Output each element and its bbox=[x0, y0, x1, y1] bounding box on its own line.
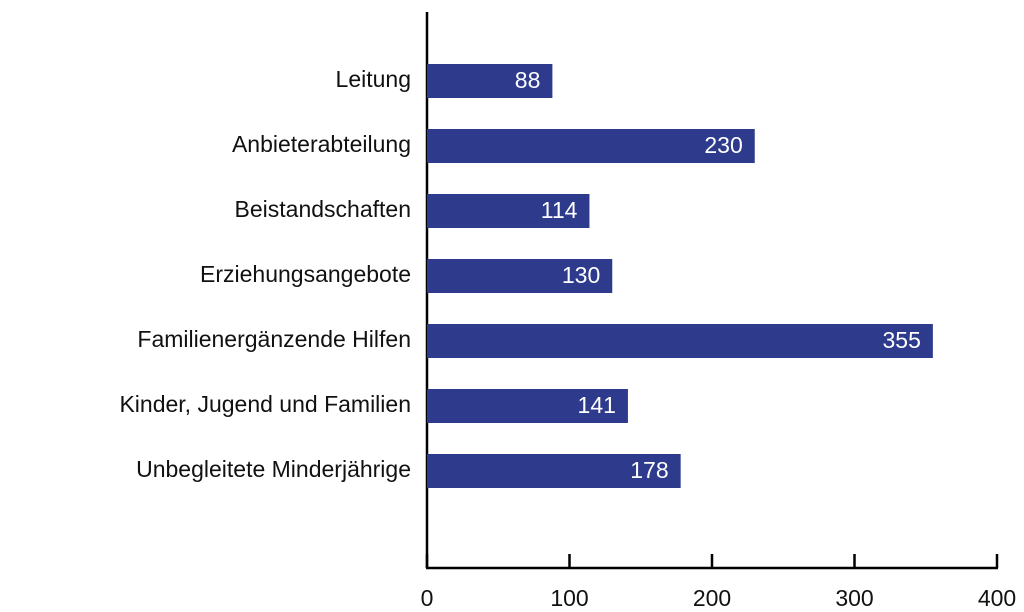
data-label: 141 bbox=[578, 392, 616, 418]
x-tick-label: 100 bbox=[550, 585, 588, 611]
data-label: 178 bbox=[630, 457, 668, 483]
y-tick-label: Anbieterabteilung bbox=[232, 131, 411, 157]
y-tick-label: Unbegleitete Minderjährige bbox=[136, 456, 411, 482]
y-tick-label: Kinder, Jugend und Familien bbox=[119, 391, 411, 417]
y-tick-label: Familienergänzende Hilfen bbox=[137, 326, 411, 352]
y-tick-label: Leitung bbox=[336, 66, 411, 92]
data-label: 355 bbox=[883, 327, 921, 353]
x-tick-label: 200 bbox=[693, 585, 731, 611]
x-tick-label: 0 bbox=[421, 585, 434, 611]
bar bbox=[427, 389, 628, 423]
y-tick-label: Erziehungsangebote bbox=[200, 261, 411, 287]
bar bbox=[427, 64, 553, 98]
bar bbox=[427, 324, 933, 358]
data-label: 230 bbox=[704, 132, 742, 158]
data-label: 88 bbox=[515, 67, 541, 93]
bar bbox=[427, 129, 755, 163]
x-tick-label: 400 bbox=[978, 585, 1016, 611]
data-label: 114 bbox=[541, 197, 578, 223]
data-label: 130 bbox=[562, 262, 600, 288]
y-tick-label: Beistandschaften bbox=[235, 196, 411, 222]
bar bbox=[427, 454, 681, 488]
bar bbox=[427, 259, 613, 293]
bar bbox=[427, 194, 590, 228]
x-tick-label: 300 bbox=[835, 585, 873, 611]
